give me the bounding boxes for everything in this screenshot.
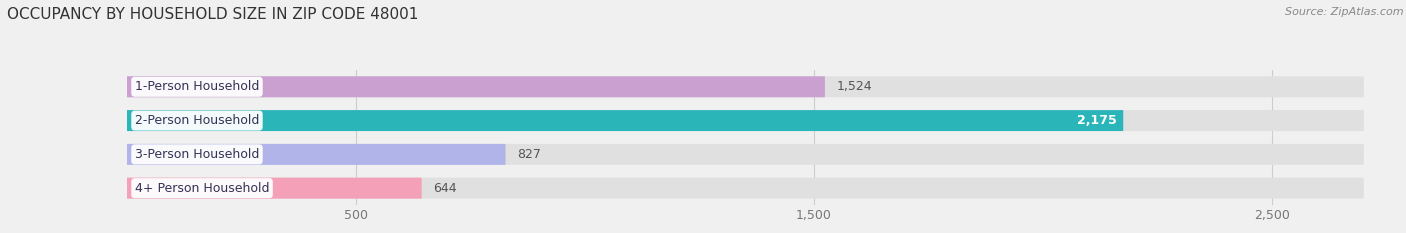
FancyBboxPatch shape bbox=[127, 76, 1364, 97]
FancyBboxPatch shape bbox=[127, 144, 1364, 165]
Text: 1,524: 1,524 bbox=[837, 80, 872, 93]
Text: 1-Person Household: 1-Person Household bbox=[135, 80, 259, 93]
FancyBboxPatch shape bbox=[127, 144, 506, 165]
Text: 4+ Person Household: 4+ Person Household bbox=[135, 182, 270, 195]
Text: 827: 827 bbox=[517, 148, 541, 161]
Text: 2,175: 2,175 bbox=[1077, 114, 1116, 127]
FancyBboxPatch shape bbox=[127, 110, 1123, 131]
FancyBboxPatch shape bbox=[127, 178, 422, 199]
FancyBboxPatch shape bbox=[127, 76, 825, 97]
Text: 644: 644 bbox=[433, 182, 457, 195]
Text: 3-Person Household: 3-Person Household bbox=[135, 148, 259, 161]
FancyBboxPatch shape bbox=[127, 178, 1364, 199]
Text: 2-Person Household: 2-Person Household bbox=[135, 114, 259, 127]
Text: OCCUPANCY BY HOUSEHOLD SIZE IN ZIP CODE 48001: OCCUPANCY BY HOUSEHOLD SIZE IN ZIP CODE … bbox=[7, 7, 419, 22]
FancyBboxPatch shape bbox=[127, 110, 1364, 131]
Text: Source: ZipAtlas.com: Source: ZipAtlas.com bbox=[1285, 7, 1403, 17]
